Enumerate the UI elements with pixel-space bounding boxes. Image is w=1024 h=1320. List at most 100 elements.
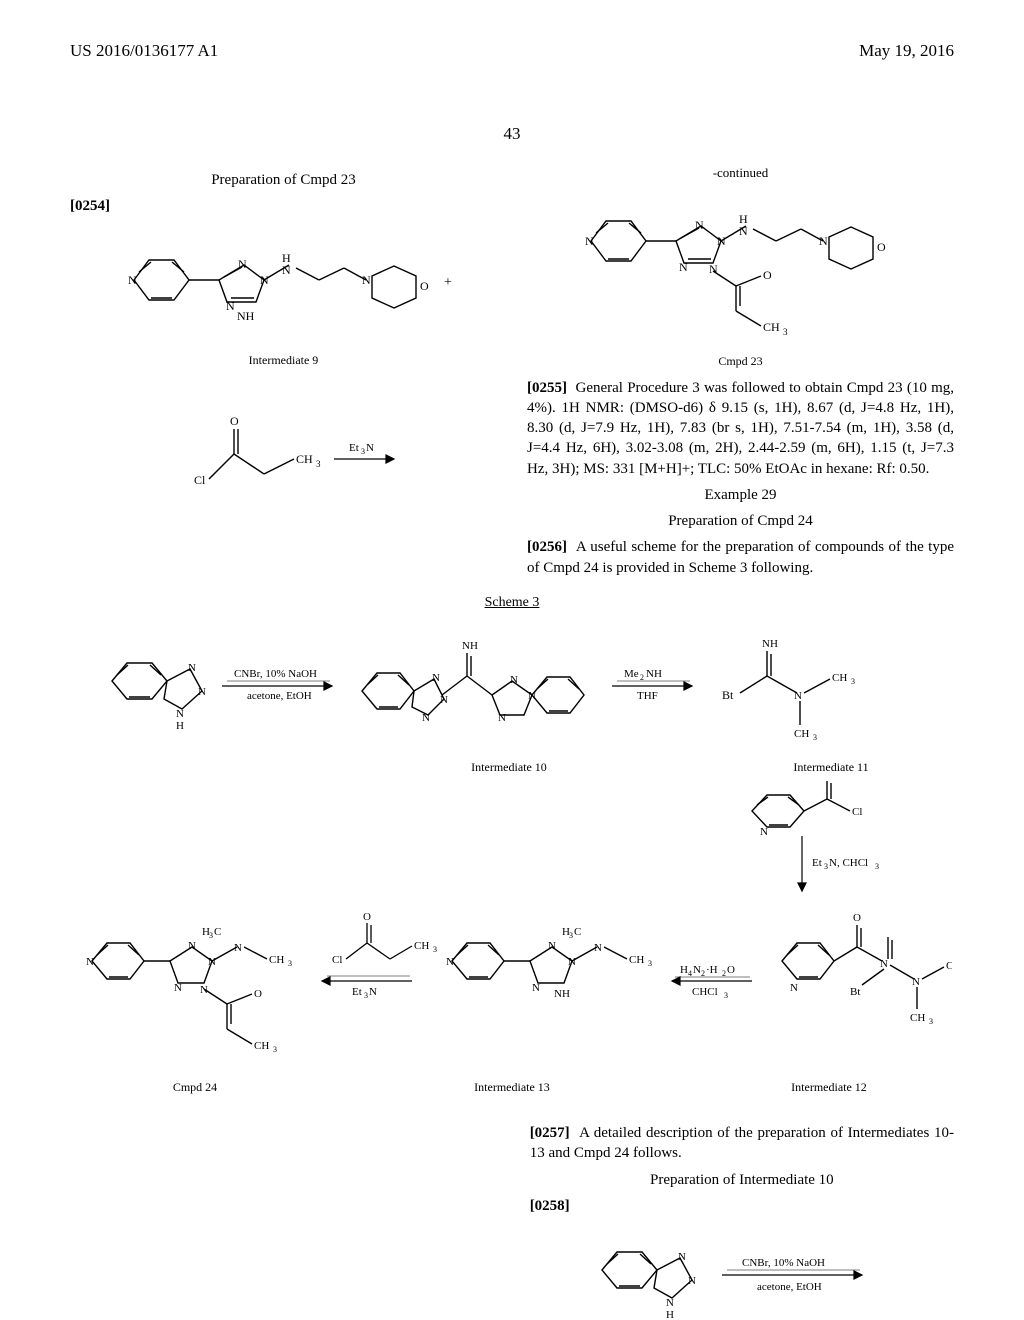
page: US 2016/0136177 A1 May 19, 2016 43 Prepa… [0,0,1024,1320]
para-0255: [0255] General Procedure 3 was followed … [527,378,954,479]
svg-text:CH: CH [794,728,809,740]
svg-text:N: N [440,694,448,706]
scheme3-row1: N N N H CNBr, 10% NaOH acetone, EtOH N [72,621,952,751]
lower-right-column: [0257] A detailed description of the pre… [530,1123,954,1320]
cmpd23-label: Cmpd 23 [527,353,954,369]
continued-label: -continued [527,164,954,182]
svg-text:Et: Et [352,986,362,998]
int11-label: Intermediate 11 [741,759,921,775]
para-0255-num: [0255] [527,380,567,396]
svg-text:THF: THF [637,690,658,702]
svg-text:N: N [498,712,506,724]
svg-text:N: N [585,234,594,248]
svg-text:Cl: Cl [194,473,206,487]
svg-text:N: N [679,260,688,274]
svg-text:N: N [366,442,374,454]
upper-columns: Preparation of Cmpd 23 [0254] N [70,164,954,582]
svg-text:N: N [198,686,206,698]
prep-int10-title: Preparation of Intermediate 10 [530,1170,954,1190]
svg-text:CH: CH [269,954,284,966]
svg-text:N: N [282,263,291,277]
svg-text:NH: NH [762,638,778,650]
page-header: US 2016/0136177 A1 May 19, 2016 [70,40,954,63]
svg-text:N: N [819,234,828,248]
para-0254-num: [0254] [70,198,110,214]
publication-date: May 19, 2016 [859,40,954,63]
svg-text:·H: ·H [706,964,718,976]
svg-text:N: N [446,956,454,968]
example-29-title: Example 29 [527,485,954,505]
svg-text:3: 3 [824,862,828,871]
intermediate-9-structure: N N N N NH H N [104,220,464,350]
svg-text:O: O [363,911,371,923]
para-0256-num: [0256] [527,539,567,555]
scheme-3: Scheme 3 N N N H CNBr, 10% NaOH [70,594,954,1103]
svg-text:N: N [208,956,216,968]
svg-text:N: N [422,712,430,724]
svg-text:C: C [214,926,221,938]
svg-text:3: 3 [273,1045,277,1054]
svg-text:Me: Me [624,668,639,680]
svg-text:N: N [176,708,184,720]
svg-text:2: 2 [640,673,644,682]
svg-text:O: O [823,781,831,782]
svg-text:N: N [532,982,540,994]
svg-text:CH: CH [763,320,780,334]
intermediate-9-label: Intermediate 9 [70,352,497,368]
svg-text:acetone, EtOH: acetone, EtOH [247,690,312,702]
svg-text:3: 3 [209,931,213,940]
svg-text:CH: CH [832,672,847,684]
para-0257: [0257] A detailed description of the pre… [530,1123,954,1164]
svg-text:N: N [362,273,371,287]
svg-text:N: N [174,982,182,994]
svg-text:3: 3 [648,959,652,968]
scheme3-row1-labels: Intermediate 10 Intermediate 11 [70,757,954,783]
svg-text:O: O [877,240,886,254]
svg-text:3: 3 [316,459,321,469]
svg-text:N: N [234,942,242,954]
scheme3-vertical: N Cl O Et 3 N, CHCl 3 [72,781,952,901]
scheme3-row2: N N N N N H 3 C N CH 3 O [72,901,952,1071]
svg-text:3: 3 [361,447,365,456]
int10-prep-structure: N N N H CNBr, 10% NaOH acetone, EtOH [562,1220,922,1320]
svg-text:NH: NH [462,640,478,652]
svg-text:N: N [695,218,704,232]
svg-text:N: N [594,942,602,954]
svg-text:3: 3 [875,862,879,871]
svg-text:3: 3 [364,991,368,1000]
svg-text:N: N [880,958,888,970]
svg-text:O: O [763,268,772,282]
svg-text:3: 3 [433,945,437,954]
svg-text:N: N [688,1275,696,1287]
svg-text:N: N [790,982,798,994]
svg-text:CHCl: CHCl [692,986,718,998]
para-0254: [0254] [70,196,497,216]
page-number: 43 [70,123,954,146]
scheme-3-label: Scheme 3 [70,594,954,613]
svg-text:N: N [369,986,377,998]
svg-text:CH: CH [629,954,644,966]
para-0255-text: General Procedure 3 was followed to obta… [527,380,954,477]
para-0256: [0256] A useful scheme for the preparati… [527,537,954,578]
svg-text:CNBr, 10% NaOH: CNBr, 10% NaOH [234,668,317,680]
svg-text:O: O [254,988,262,1000]
svg-text:CH: CH [910,1012,925,1024]
svg-text:O: O [420,279,429,293]
svg-text:H: H [666,1309,674,1320]
svg-text:Cl: Cl [852,806,862,818]
para-0258-num: [0258] [530,1198,570,1214]
svg-text:2: 2 [701,969,705,978]
svg-text:3: 3 [288,959,292,968]
svg-text:3: 3 [851,677,855,686]
svg-text:3: 3 [724,991,728,1000]
svg-text:CH: CH [254,1040,269,1052]
svg-text:N: N [238,257,247,271]
svg-text:3: 3 [783,327,788,337]
svg-text:N: N [86,956,94,968]
int10-label: Intermediate 10 [379,759,639,775]
svg-text:O: O [727,964,735,976]
svg-text:2: 2 [722,969,726,978]
svg-text:N: N [188,940,196,952]
svg-text:N: N [226,299,235,313]
svg-text:N: N [693,964,701,976]
